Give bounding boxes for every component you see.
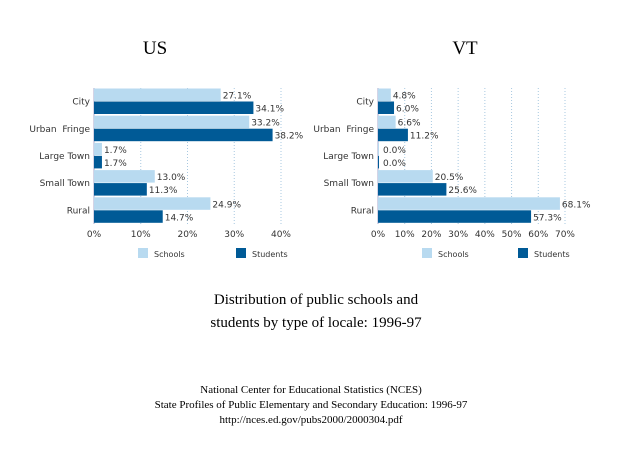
category-label: Urban Fringe	[29, 125, 90, 135]
bar-students	[94, 183, 147, 196]
data-label: 4.8%	[393, 92, 416, 102]
bar-students	[94, 128, 273, 142]
bar-students	[378, 210, 532, 223]
category-label: City	[356, 98, 374, 108]
bar-schools	[94, 115, 250, 129]
data-label: 11.3%	[149, 186, 178, 196]
bar-students	[94, 155, 102, 169]
bar-students	[378, 101, 395, 114]
data-label: 0.0%	[383, 159, 406, 169]
legend-label: Schools	[154, 250, 185, 259]
bar-schools	[378, 142, 379, 156]
x-tick-label: 40%	[475, 230, 495, 240]
category-label: City	[72, 98, 90, 108]
data-label: 33.2%	[251, 119, 280, 129]
x-tick-label: 0%	[371, 230, 386, 240]
legend-label: Schools	[438, 250, 469, 259]
legend-swatch-students	[236, 248, 246, 258]
bar-students	[378, 155, 379, 169]
x-tick-label: 20%	[177, 230, 197, 240]
source-line-1: National Center for Educational Statisti…	[200, 384, 422, 396]
bar-schools	[378, 115, 396, 129]
legend-label: Students	[534, 250, 570, 259]
data-label: 57.3%	[533, 213, 562, 223]
x-tick-label: 30%	[448, 230, 468, 240]
bar-schools	[94, 170, 155, 183]
x-tick-label: 50%	[502, 230, 522, 240]
category-label: Rural	[67, 206, 90, 216]
data-label: 6.0%	[396, 105, 419, 115]
data-label: 25.6%	[448, 186, 477, 196]
caption-line-2: students by type of locale: 1996-97	[210, 315, 422, 331]
x-tick-label: 30%	[224, 230, 244, 240]
x-tick-label: 20%	[421, 230, 441, 240]
data-label: 1.7%	[104, 159, 127, 169]
source-line-3: http://nces.ed.gov/pubs2000/2000304.pdf	[219, 414, 402, 426]
data-label: 68.1%	[562, 200, 591, 210]
source-line-2: State Profiles of Public Elementary and …	[155, 399, 468, 411]
x-tick-label: 10%	[131, 230, 151, 240]
data-label: 34.1%	[255, 105, 284, 115]
legend-swatch-schools	[138, 248, 148, 258]
data-label: 14.7%	[165, 213, 194, 223]
data-label: 11.2%	[410, 132, 439, 142]
x-tick-label: 10%	[395, 230, 415, 240]
data-label: 27.1%	[223, 92, 252, 102]
legend-swatch-schools	[422, 248, 432, 258]
bar-schools	[94, 197, 211, 210]
chart-title-vt: VT	[452, 38, 478, 59]
legend-label: Students	[252, 250, 288, 259]
bar-schools	[378, 88, 391, 101]
x-tick-label: 40%	[271, 230, 291, 240]
caption-line-1: Distribution of public schools and	[214, 292, 419, 308]
data-label: 24.9%	[212, 200, 241, 210]
data-label: 13.0%	[157, 173, 186, 183]
category-label: Large Town	[39, 152, 90, 162]
category-label: Large Town	[323, 152, 374, 162]
chart-us: 0% 10% 20% 30% 40% City 27.1%34.1% Urban Fringe…	[29, 88, 304, 259]
bar-schools	[94, 88, 221, 101]
data-label: 1.7%	[104, 146, 127, 156]
chart-title-us: US	[143, 38, 167, 59]
bar-students	[378, 128, 408, 142]
bar-students	[378, 183, 447, 196]
data-label: 6.6%	[398, 119, 421, 129]
x-tick-label: 0%	[87, 230, 102, 240]
bar-schools	[378, 170, 433, 183]
legend-swatch-students	[518, 248, 528, 258]
data-label: 38.2%	[275, 132, 304, 142]
data-label: 20.5%	[435, 173, 464, 183]
data-label: 0.0%	[383, 146, 406, 156]
bar-schools	[94, 142, 102, 156]
category-label: Small Town	[324, 179, 374, 189]
category-label: Rural	[351, 206, 374, 216]
category-label: Small Town	[40, 179, 90, 189]
bar-students	[94, 210, 163, 223]
bar-students	[94, 101, 254, 114]
x-tick-label: 60%	[528, 230, 548, 240]
category-label: Urban Fringe	[313, 125, 374, 135]
bar-schools	[378, 197, 560, 210]
chart-vt: 0% 10% 20% 30% 40% 50% 60% 70% City 4.8% 6.0% Urban…	[313, 88, 591, 259]
x-tick-label: 70%	[555, 230, 575, 240]
